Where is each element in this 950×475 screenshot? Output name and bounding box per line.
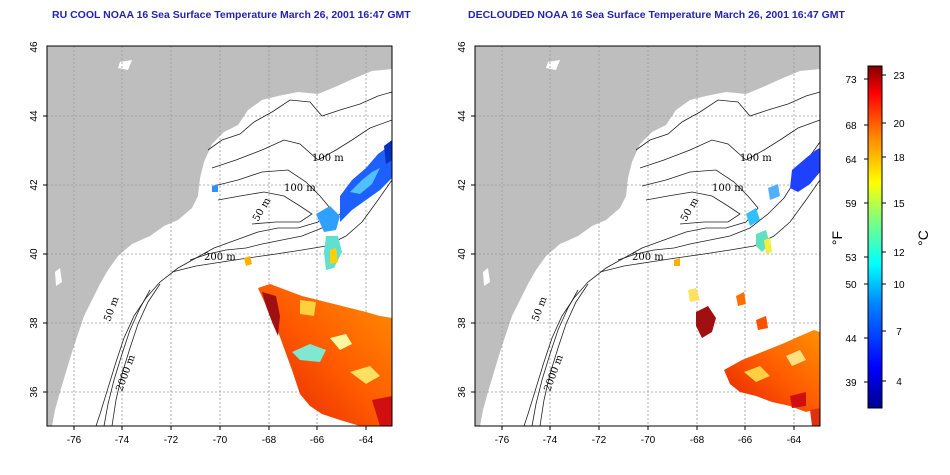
right-x-axis: -76 -74 -72 -70 -68 -66 -64 [495,435,802,446]
right-y-tick-42: 42 [457,179,468,191]
cb-f-39: 39 [845,378,857,389]
cb-c-12: 12 [893,248,905,259]
cb-c-15: 15 [893,199,905,210]
left-y-tick-46: 46 [29,41,40,53]
right-sst-warm [688,288,820,426]
left-contour-label-100a: 100 m [312,153,344,164]
left-x-tick-66: -66 [310,435,325,446]
left-x-tick-76: -76 [67,435,82,446]
left-y-tick-40: 40 [29,248,40,260]
right-sst-cool [674,148,820,266]
cb-c-7: 7 [896,327,902,338]
left-contour-label-100b: 100 m [284,183,316,194]
left-sst-warm [258,284,392,426]
left-y-tick-44: 44 [29,110,40,122]
right-x-tick-70: -70 [641,435,656,446]
right-y-axis: 46 44 42 40 38 36 [457,41,468,398]
right-x-tick-74: -74 [543,435,558,446]
right-x-tick-66: -66 [738,435,753,446]
colorbar-gradient [867,65,883,409]
cb-f-73: 73 [845,75,857,86]
right-contour-label-100b: 100 m [712,183,744,194]
left-x-tick-74: -74 [115,435,130,446]
cb-f-53: 53 [845,253,857,264]
left-y-tick-38: 38 [29,317,40,329]
right-y-tick-36: 36 [457,386,468,398]
colorbar: °F °C 73 68 64 59 53 50 44 39 23 20 18 1… [829,65,931,409]
left-x-tick-70: -70 [213,435,228,446]
left-x-tick-64: -64 [359,435,374,446]
left-land [47,46,392,426]
cb-f-59: 59 [845,199,857,210]
left-y-tick-36: 36 [29,386,40,398]
cb-c-23: 23 [893,71,905,82]
right-map-title: DECLOUDED NOAA 16 Sea Surface Temperatur… [468,9,845,21]
left-map-title: RU COOL NOAA 16 Sea Surface Temperature … [52,9,411,21]
cb-f-68: 68 [845,121,857,132]
right-y-tick-38: 38 [457,317,468,329]
right-y-tick-40: 40 [457,248,468,260]
right-x-tick-72: -72 [592,435,607,446]
colorbar-celsius-unit: °C [915,230,931,246]
cb-c-20: 20 [893,119,905,130]
cb-c-18: 18 [893,153,905,164]
cb-f-50: 50 [845,280,857,291]
left-map-panel: 100 m 100 m 50 m 200 m 50 m 2000 m [29,41,393,446]
left-x-tick-72: -72 [164,435,179,446]
right-x-tick-68: -68 [690,435,705,446]
right-y-tick-46: 46 [457,41,468,53]
right-contour-label-200: 200 m [632,252,664,263]
right-x-tick-64: -64 [787,435,802,446]
left-x-axis: -76 -74 -72 -70 -68 -66 -64 [67,435,374,446]
right-map-panel: 100 m 100 m 50 m 200 m 50 m 2000 m -76 [457,41,821,446]
right-land [475,46,820,426]
left-x-tick-68: -68 [262,435,277,446]
left-contour-label-200: 200 m [204,252,236,263]
cb-c-10: 10 [893,280,905,291]
left-sst-cool [212,140,392,270]
right-x-tick-76: -76 [495,435,510,446]
cb-f-64: 64 [845,155,857,166]
left-y-tick-42: 42 [29,179,40,191]
right-contour-label-100a: 100 m [740,153,772,164]
cb-f-44: 44 [845,334,857,345]
cb-c-4: 4 [896,377,902,388]
right-y-tick-44: 44 [457,110,468,122]
left-y-axis: 46 44 42 40 38 36 [29,41,40,398]
colorbar-fahrenheit-unit: °F [829,231,845,245]
